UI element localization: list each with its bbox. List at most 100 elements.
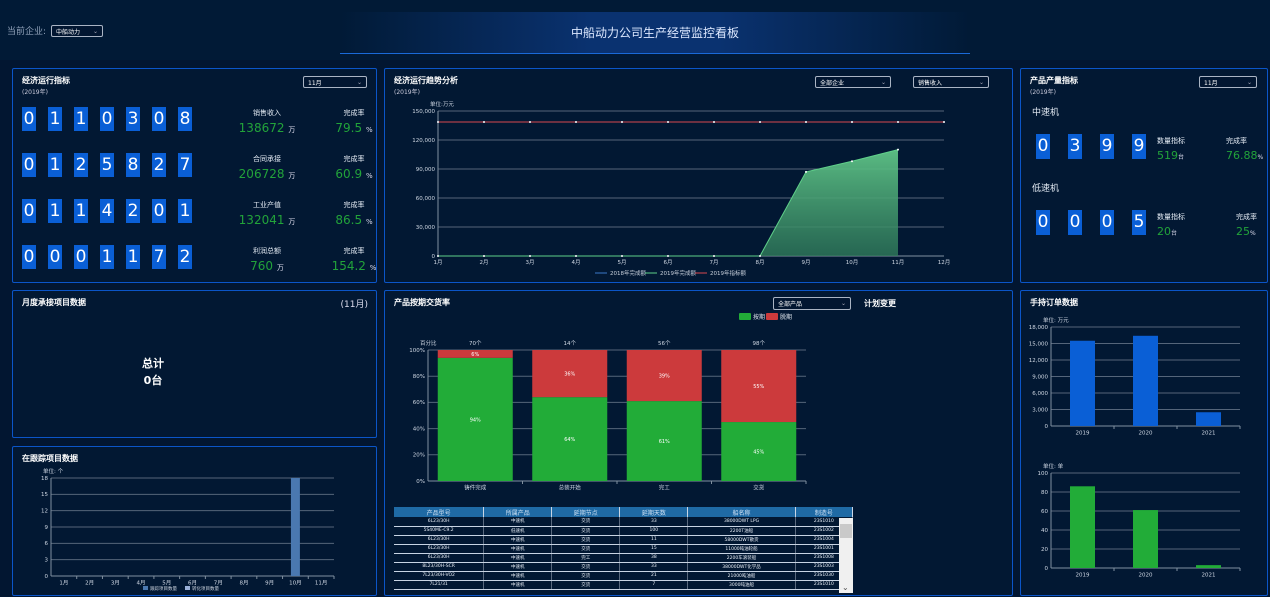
table-row[interactable]: 6L23/30H 中速机 交货 15 11000吨油轮船 23S1001 [394, 544, 853, 554]
indicator-unit: 万 [288, 218, 296, 226]
x-tick-label: 4月 [137, 580, 146, 587]
bar-value-label: 39% [659, 374, 670, 380]
table-row[interactable]: 8L23/30H-SCR 中速机 交货 33 38000DWT化学品 23S1003 [394, 562, 853, 572]
rate-number: 154.2 [331, 259, 366, 273]
y-tick-label: 100% [409, 348, 425, 354]
chevron-down-icon: ⌄ [880, 78, 886, 86]
table-row[interactable]: 6L23/30H 中速机 完工 38 2200车滚装船 23S1008 [394, 553, 853, 563]
x-tick-label: 2021 [1202, 431, 1216, 437]
chevron-down-icon: ⌄ [92, 27, 98, 35]
digit-box: 0 [100, 107, 114, 131]
panel-title: 经济运行指标 [22, 76, 70, 85]
count-label: 14个 [564, 340, 577, 347]
month-select[interactable]: 11月 ⌄ [303, 76, 367, 88]
y-tick-label: 18,000 [1029, 325, 1049, 331]
company-select[interactable]: 中船动力 ⌄ [51, 25, 103, 37]
digit-box: 1 [74, 199, 88, 223]
panel-year: (2019年) [22, 89, 48, 96]
scrollbar[interactable]: ⌄ [839, 518, 853, 593]
x-tick-label: 11月 [892, 259, 905, 266]
indicator-select[interactable]: 销售收入 ⌄ [913, 76, 989, 88]
chevron-down-icon[interactable]: ⌄ [842, 583, 849, 592]
table-cell: 21 [619, 571, 689, 581]
y-tick-label: 0 [1045, 424, 1049, 430]
table-row[interactable]: 7L21/31 中速机 交货 7 3000吨油船 23S1010 [394, 580, 853, 590]
y-tick-label: 15,000 [1029, 341, 1049, 347]
bar [437, 357, 513, 481]
bar-value-label: 55% [753, 384, 764, 390]
y-tick-label: 0 [432, 254, 436, 260]
rate-number: 79.5 [335, 121, 363, 135]
y-tick-label: 0 [45, 574, 49, 580]
digit-box: 9 [1132, 134, 1146, 159]
scrollbar-thumb[interactable] [840, 524, 852, 538]
total-label: 总计 [142, 357, 164, 370]
panel-title: 在跟踪项目数据 [22, 454, 78, 463]
table-row[interactable]: 7L23/30H-VO2 中速机 交货 21 21000吨油船 23S1030 [394, 571, 853, 581]
indicator-number: 206728 [238, 167, 285, 181]
digit-box: 2 [152, 153, 166, 177]
column-header[interactable]: 船名称 [687, 507, 796, 517]
digit-box: 2 [178, 245, 192, 269]
data-point [805, 170, 807, 173]
column-header[interactable]: 所属产品 [483, 507, 553, 517]
legend-label: 按期 [753, 313, 765, 321]
digit-box: 0 [48, 245, 62, 269]
month-select[interactable]: 11月 ⌄ [1199, 76, 1257, 88]
rate-unit: % [369, 264, 377, 272]
digit-box: 0 [1036, 134, 1050, 159]
plan-change-link[interactable]: 计划变更 [864, 299, 896, 308]
legend-swatch [766, 313, 778, 320]
data-point [851, 120, 853, 123]
total-value: 0台 [143, 374, 163, 387]
column-header[interactable]: 延期节点 [551, 507, 621, 517]
y-axis-label: 单位:万元 [430, 100, 454, 108]
indicator-label: 销售收入 [253, 109, 281, 117]
x-tick-label: 3月 [526, 259, 535, 266]
bar [532, 397, 608, 481]
table-cell: 中速机 [483, 553, 553, 563]
y-tick-label: 100 [1038, 471, 1049, 477]
data-point [621, 255, 623, 257]
completion-rate: 完成率 79.5 % [319, 108, 389, 135]
y-tick-label: 40 [1041, 528, 1048, 534]
table-cell: 交货 [551, 580, 621, 590]
y-axis-label: 单位: 个 [43, 467, 64, 475]
quantity-unit: 台 [1171, 230, 1178, 237]
column-header[interactable]: 产品型号 [394, 507, 485, 517]
x-tick-label: 7月 [710, 259, 719, 266]
indicator-value: 利润总额 760 万 [232, 246, 302, 273]
table-row[interactable]: 6L23/30H 中速机 交货 11 58000DWT散货 23S1004 [394, 535, 853, 545]
product-type-label: 中速机 [1032, 108, 1060, 118]
x-tick-label: 1月 [434, 259, 443, 266]
column-header[interactable]: 制造号 [795, 507, 853, 517]
product-select[interactable]: 全部产品 ⌄ [773, 297, 851, 310]
table-cell: 交货 [551, 517, 621, 527]
enterprise-select[interactable]: 全部企业 ⌄ [815, 76, 891, 88]
legend-label: 2018年完成额 [610, 269, 646, 277]
table-row[interactable]: 6L23/30H 中速机 交货 33 38000DWT LPG 23S1010 [394, 517, 853, 527]
x-tick-label: 7月 [214, 580, 223, 587]
table-cell: 33 [619, 517, 689, 527]
x-tick-label: 2020 [1139, 431, 1153, 437]
column-header[interactable]: 延期天数 [619, 507, 689, 517]
panel-title: 产品按期交货率 [394, 298, 450, 307]
table-row[interactable]: 5S40ME-C9.2 低速机 交货 100 2200T油船 23S1002 [394, 526, 853, 536]
company-select-value: 中船动力 [56, 28, 81, 36]
y-axis-label: 单位: 单 [1043, 462, 1064, 470]
rate-label: 完成率 [343, 109, 365, 117]
table-cell: 低速机 [483, 526, 553, 536]
page-title: 中船动力公司生产经营监控看板 [570, 26, 739, 40]
indicator-value: 合同承接 206728 万 [232, 154, 302, 181]
y-tick-label: 9 [45, 525, 49, 531]
y-tick-label: 6 [45, 541, 49, 547]
chevron-down-icon: ⌄ [978, 78, 984, 86]
digit-box: 3 [1068, 134, 1082, 159]
